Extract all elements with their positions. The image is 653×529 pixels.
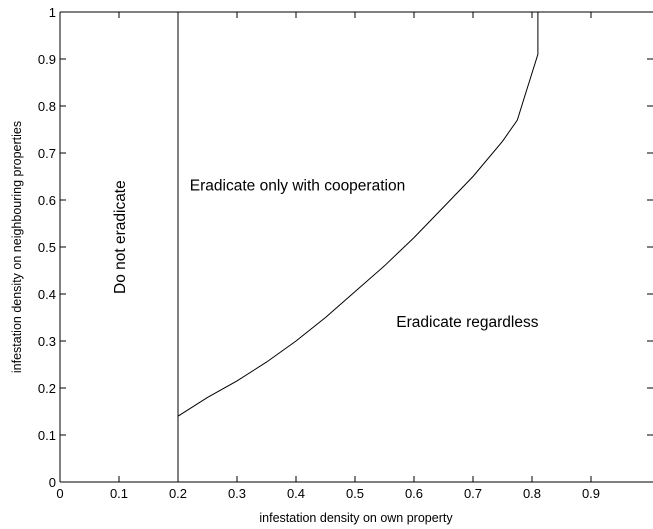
x-tick-label: 0.6 [405,486,423,501]
x-tick-label: 0.5 [346,486,364,501]
x-tick-label: 0.2 [169,486,187,501]
y-axis-label: infestation density on neighbouring prop… [10,121,24,373]
cooperation-threshold-curve [177,12,539,417]
y-tick-label: 0.5 [38,240,56,255]
y-tick-label: 0.6 [38,193,56,208]
y-tick-label: 0.2 [38,381,56,396]
y-tick-label: 0 [49,475,56,490]
y-tick-label: 0.1 [38,428,56,443]
x-axis-label: infestation density on own property [259,511,453,525]
y-tick-label: 0.9 [38,52,56,67]
x-tick-label: 0.3 [228,486,246,501]
y-tick-label: 0.8 [38,99,56,114]
x-tick-label: 0.9 [582,486,600,501]
y-tick-label: 0.3 [38,334,56,349]
plot-area [60,12,653,482]
x-ticks: 0 0.1 0.2 0.3 0.4 0.5 0.6 0.7 0.8 0.9 [56,12,600,501]
boundary-lines [177,12,539,482]
x-tick-label: 0 [56,486,63,501]
region-label: Eradicate only with cooperation [190,178,405,195]
x-tick-label: 0.4 [287,486,305,501]
region-label: Eradicate regardless [396,314,538,331]
annotations: Do not eradicate Eradicate only with coop… [112,178,539,331]
y-tick-label: 0.7 [38,146,56,161]
x-tick-label: 0.7 [464,486,482,501]
x-tick-label: 0.8 [523,486,541,501]
y-tick-label: 1 [49,5,56,20]
x-tick-label: 0.1 [110,486,128,501]
y-tick-label: 0.4 [38,287,56,302]
y-ticks: 0 0.1 0.2 0.3 0.4 0.5 0.6 0.7 0.8 0.9 1 [38,5,653,490]
region-label: Do not eradicate [112,180,129,294]
